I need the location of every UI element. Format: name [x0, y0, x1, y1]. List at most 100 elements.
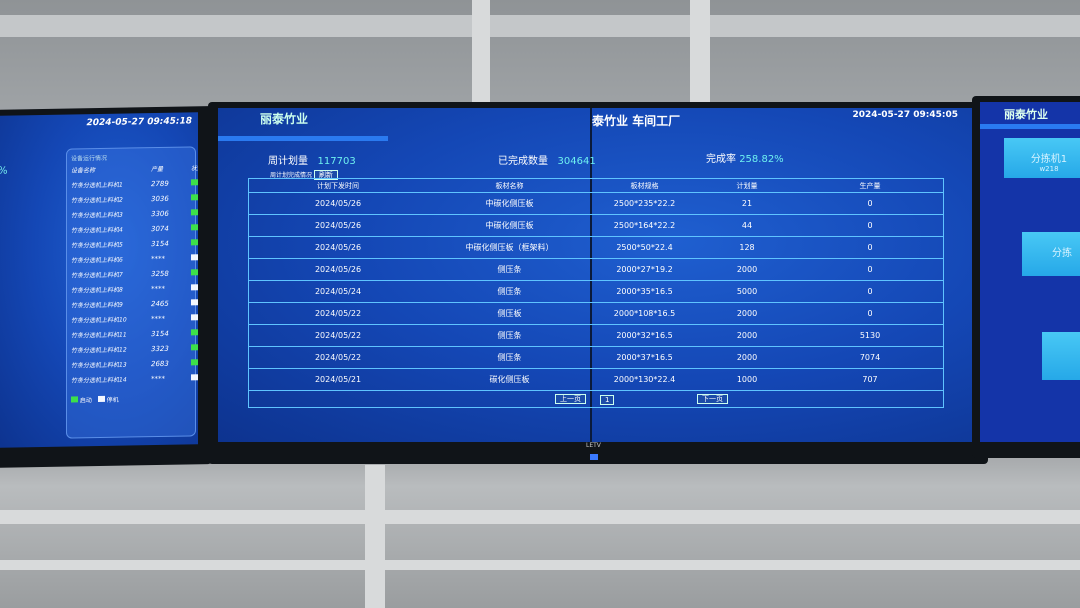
refresh-button[interactable]: 刷新: [313, 170, 338, 180]
table-row: 2024/05/24 侧压条 2000*35*16.5 5000 0: [249, 281, 943, 303]
equipment-output: 2789: [151, 179, 169, 188]
col-plan-time: 计划下发时间: [317, 181, 359, 190]
logo: 丽泰竹业: [260, 112, 309, 126]
table-cell: 5130: [859, 331, 881, 340]
status-legend: 启动 停机: [71, 393, 191, 404]
status-indicator: [191, 178, 198, 187]
ceiling-column: [365, 465, 385, 608]
status-indicator: [191, 358, 198, 367]
table-row: 2024/05/26 中碳化侧压板 2500*164*22.2 44 0: [249, 215, 943, 237]
header-datetime: 2024-05-27 09:45:05: [852, 110, 958, 120]
ceiling-column: [690, 0, 710, 105]
table-cell: 侧压板: [497, 309, 522, 318]
ceiling-beam: [0, 510, 1080, 524]
machine-card[interactable]: 分拣机1 w218: [1004, 138, 1080, 178]
table-row: 2024/05/22 侧压条 2000*37*16.5 2000 7074: [249, 347, 943, 369]
completed-value: 304641: [557, 156, 596, 167]
table-cell: 44: [741, 221, 753, 230]
run-swatch: [71, 396, 78, 403]
table-cell: 707: [862, 375, 878, 384]
rate-label: 完成率: [706, 154, 736, 165]
prev-page-button[interactable]: 上一页: [555, 394, 586, 404]
table-row: 2024/05/26 中碳化侧压板 2500*235*22.2 21 0: [249, 193, 943, 215]
status-indicator: [191, 328, 198, 337]
table-cell: 21: [741, 199, 753, 208]
table-cell: 0: [867, 265, 873, 274]
col-output: 生产量: [859, 181, 881, 190]
table-cell: 2024/05/24: [314, 287, 362, 296]
machine-card[interactable]: [1042, 332, 1080, 380]
status-indicator: [191, 193, 198, 202]
table-cell: 2024/05/26: [314, 265, 362, 274]
card-name: 分拣: [1052, 248, 1072, 259]
pagination: 上一页 1 下一页: [249, 391, 943, 407]
equipment-name: 竹条分选机上料机11: [71, 331, 127, 340]
table-cell: 2024/05/21: [314, 375, 362, 384]
table-cell: 0: [867, 287, 873, 296]
status-indicator: [191, 313, 198, 322]
weekly-plan: 周计划量 117703: [268, 152, 356, 167]
weekly-plan-value: 117703: [317, 156, 356, 167]
equipment-output: 3154: [151, 329, 169, 338]
equipment-name: 竹条分选机上料机3: [71, 211, 123, 220]
next-page-button[interactable]: 下一页: [697, 394, 728, 404]
table-cell: 侧压条: [497, 265, 522, 274]
equipment-panel: 设备运行情况 设备名称 产量 状态 竹条分选机上料机1 2789 竹条分选机上料机2 30…: [66, 146, 198, 439]
header-name: 设备名称: [71, 167, 96, 175]
status-indicator: [191, 283, 198, 292]
section-title: 周计划完成情况: [270, 172, 313, 179]
table-header: 计划下发时间 板材名称 板材规格 计划量 生产量: [249, 179, 943, 193]
equipment-name: 竹条分选机上料机13: [71, 361, 127, 370]
main-monitor: 丽泰竹业 泰竹业 车间工厂 2024-05-27 09:45:05 周计划量 1…: [208, 102, 988, 464]
table-cell: 侧压条: [497, 287, 522, 296]
right-monitor: 丽泰竹业 分拣机1 w218 分拣: [972, 96, 1080, 458]
equipment-output: 3258: [151, 269, 169, 278]
equipment-output: 3306: [151, 209, 169, 218]
table-row: 2024/05/26 侧压条 2000*27*19.2 2000 0: [249, 259, 943, 281]
left-percent: %: [0, 165, 8, 177]
table-cell: 中碳化侧压板: [485, 221, 534, 230]
equipment-output: ****: [151, 254, 165, 263]
table-cell: 2500*164*22.2: [613, 221, 676, 230]
table-cell: 2000*35*16.5: [616, 287, 673, 296]
table-cell: 中碳化侧压板: [485, 199, 534, 208]
equipment-name: 竹条分选机上料机1: [71, 181, 123, 190]
left-monitor: 2024-05-27 09:45:18 % 设备运行情况 设备名称 产量 状态 竹条…: [0, 106, 212, 468]
status-indicator: [191, 253, 198, 262]
equipment-name: 竹条分选机上料机4: [71, 226, 123, 235]
weekly-plan-label: 周计划量: [268, 156, 308, 167]
ceiling-column: [472, 0, 490, 105]
power-indicator: [590, 454, 598, 460]
left-datetime: 2024-05-27 09:45:18: [86, 116, 192, 129]
tv-brand: LETV: [586, 442, 601, 449]
right-display: 丽泰竹业 分拣机1 w218 分拣: [980, 102, 1080, 442]
table-cell: 侧压条: [497, 331, 522, 340]
table-cell: 128: [739, 243, 755, 252]
right-title-bar: [980, 124, 1080, 129]
table-cell: 7074: [859, 353, 881, 362]
table-row: 2024/05/22 侧压条 2000*32*16.5 2000 5130: [249, 325, 943, 347]
equipment-name: 竹条分选机上料机7: [71, 271, 123, 280]
equipment-output: ****: [151, 314, 165, 323]
col-spec: 板材规格: [630, 181, 659, 190]
equipment-name: 竹条分选机上料机10: [71, 316, 127, 325]
page-title: 泰竹业 车间工厂: [592, 114, 681, 128]
col-board-name: 板材名称: [495, 181, 524, 190]
header-status: 状态: [191, 165, 198, 173]
machine-card[interactable]: 分拣: [1022, 232, 1080, 276]
completed: 已完成数量 304641: [498, 152, 596, 167]
equipment-output: 3323: [151, 344, 169, 353]
completed-label: 已完成数量: [498, 156, 548, 167]
col-plan-qty: 计划量: [736, 181, 758, 190]
status-indicator: [191, 223, 198, 232]
table-cell: 2000: [736, 265, 758, 274]
table-row: 2024/05/21 碳化侧压板 2000*130*22.4 1000 707: [249, 369, 943, 391]
main-display: 丽泰竹业 泰竹业 车间工厂 2024-05-27 09:45:05 周计划量 1…: [218, 108, 978, 442]
page-number[interactable]: 1: [600, 394, 615, 405]
equipment-output: 2465: [151, 299, 169, 308]
table-cell: 中碳化侧压板（框架料）: [465, 243, 554, 252]
stop-swatch: [97, 395, 105, 403]
equipment-output: 3036: [151, 194, 169, 203]
equipment-name: 竹条分选机上料机9: [71, 301, 123, 310]
table-cell: 0: [867, 243, 873, 252]
